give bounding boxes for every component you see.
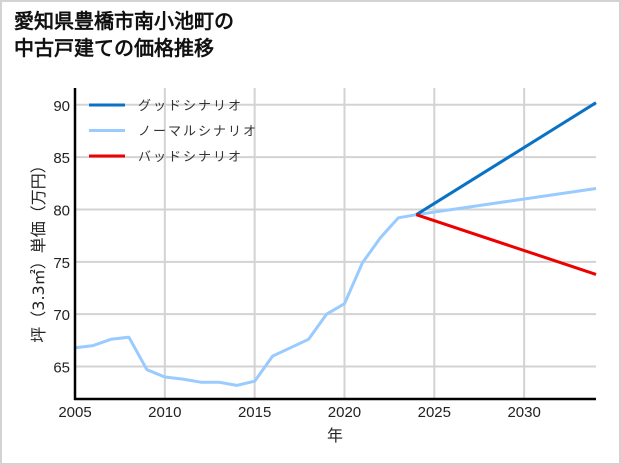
- legend-label: グッドシナリオ: [138, 99, 243, 114]
- x-tick-label: 2020: [328, 404, 361, 421]
- series-line: [415, 101, 597, 216]
- x-tick-labels: 2005 2010 2015 2020 2025 2030: [58, 404, 541, 421]
- y-tick-label: 90: [53, 98, 70, 115]
- x-tick-label: 2025: [418, 404, 451, 421]
- series-lines: [74, 101, 597, 387]
- x-tick-label: 2015: [238, 404, 271, 421]
- chart-title: 愛知県豊橋市南小池町の 中古戸建ての価格推移: [14, 8, 234, 62]
- y-tick-label: 85: [53, 150, 70, 167]
- chart-title-line2: 中古戸建ての価格推移: [14, 36, 214, 60]
- axes: [73, 88, 596, 401]
- legend-label: バッドシナリオ: [138, 150, 243, 165]
- x-tick-label: 2030: [507, 404, 540, 421]
- legend-label: ノーマルシナリオ: [138, 125, 258, 140]
- y-axis-label: 坪（3.3㎡）単価（万円）: [29, 157, 48, 342]
- y-tick-label: 70: [53, 307, 70, 324]
- x-axis-label: 年: [327, 426, 343, 445]
- x-tick-label: 2005: [58, 404, 91, 421]
- y-tick-label: 75: [53, 255, 70, 272]
- series-line: [415, 213, 597, 276]
- y-tick-label: 65: [53, 360, 70, 377]
- y-tick-label: 80: [53, 202, 70, 219]
- chart-title-line1: 愛知県豊橋市南小池町の: [14, 9, 234, 33]
- y-tick-labels: 65 70 75 80 85 90: [53, 98, 70, 377]
- series-line: [74, 187, 597, 387]
- x-tick-label: 2010: [148, 404, 181, 421]
